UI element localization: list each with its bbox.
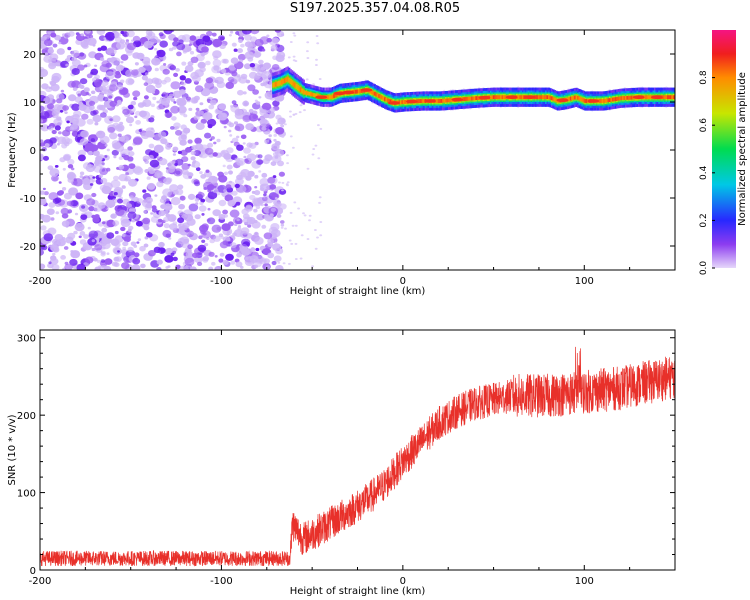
x-tick-label: -100 (210, 276, 233, 287)
y-tick-label: 10 (23, 98, 36, 109)
x-tick-label: 100 (575, 276, 594, 287)
y-tick-label: 0 (30, 146, 36, 157)
y-tick-label: 300 (17, 334, 36, 345)
y-tick-label: 100 (17, 489, 36, 500)
figure-title: S197.2025.357.04.08.R05 (289, 1, 461, 16)
y-tick-label: 0 (30, 566, 36, 577)
x-tick-label: 0 (400, 576, 406, 587)
spectrogram-frame (39, 29, 676, 271)
colorbar-tick-label: 0.6 (699, 118, 709, 133)
x-tick-label: 0 (400, 276, 406, 287)
x-axis-label: Height of straight line (km) (290, 586, 426, 597)
y-tick-label: -20 (20, 242, 36, 253)
y-tick-label: -10 (20, 194, 36, 205)
x-tick-label: -100 (210, 576, 233, 587)
colorbar-tick-label: 0.2 (699, 213, 709, 227)
x-axis-label: Height of straight line (km) (290, 286, 426, 297)
y-axis-label: SNR (10 * v/v) (7, 414, 18, 485)
x-tick-label: -200 (29, 576, 52, 587)
colorbar-label: Normalized spectral amplitude (737, 72, 748, 226)
y-tick-label: 20 (23, 50, 36, 61)
colorbar (712, 30, 736, 268)
colorbar-tick-label: 0.4 (699, 165, 709, 180)
snr-series-line (40, 346, 675, 567)
colorbar-tick-label: 0.0 (699, 261, 709, 276)
x-tick-label: -200 (29, 276, 52, 287)
spectrogram-image (40, 30, 675, 270)
colorbar-tick-label: 0.8 (699, 70, 709, 85)
y-tick-label: 200 (17, 411, 36, 422)
y-axis-label: Frequency (Hz) (7, 112, 18, 188)
x-tick-label: 100 (575, 576, 594, 587)
